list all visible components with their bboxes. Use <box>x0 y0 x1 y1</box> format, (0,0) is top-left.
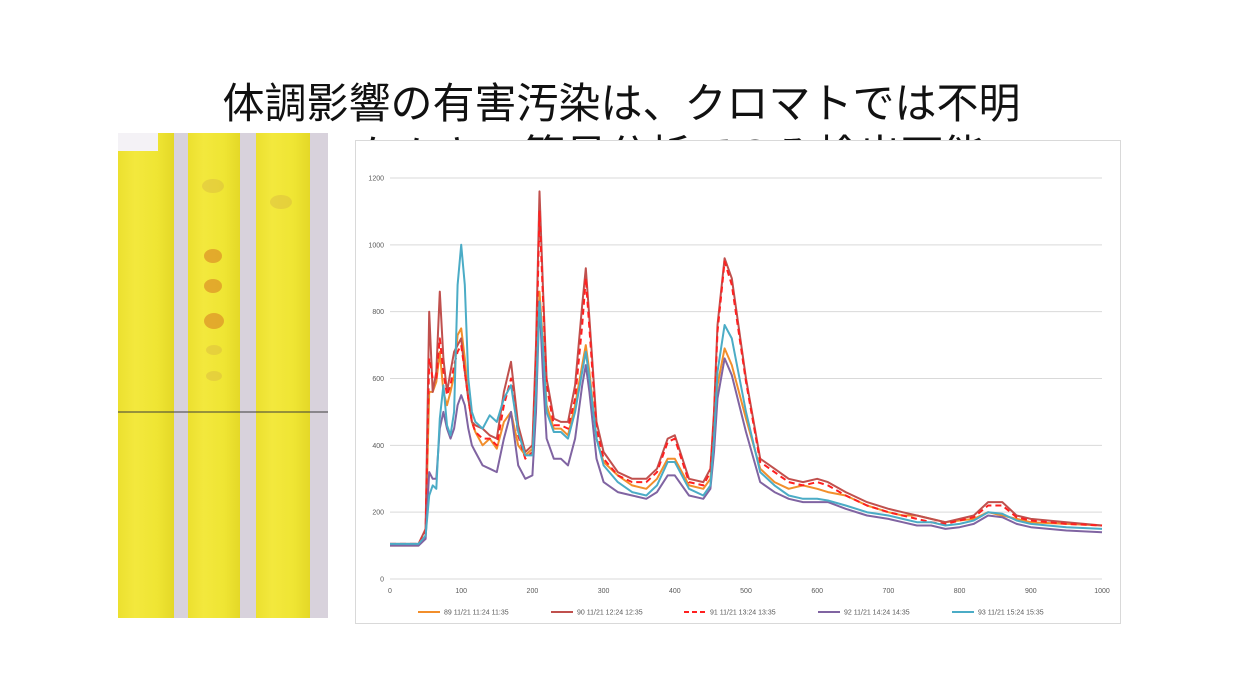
tlc-spot <box>204 313 224 329</box>
y-tick-label: 1000 <box>368 242 384 249</box>
tlc-plate-photo <box>118 133 328 618</box>
legend-label: 90 11/21 12:24 12:35 <box>577 610 643 617</box>
tlc-spot <box>206 371 222 381</box>
x-tick-label: 200 <box>527 588 539 595</box>
legend-label: 93 11/21 15:24 15:35 <box>978 610 1044 617</box>
y-tick-label: 600 <box>372 376 384 383</box>
x-tick-label: 300 <box>598 588 610 595</box>
chromatogram-chart: 0 200 400 600 800 1000 1200 0 100 200 300 400 500 600… <box>355 140 1121 624</box>
tlc-baseline <box>118 411 328 413</box>
legend-label: 89 11/21 11:24 11:35 <box>444 610 509 617</box>
y-tick-label: 400 <box>372 443 384 450</box>
x-tick-label: 600 <box>811 588 823 595</box>
series-line-5 <box>390 243 1103 545</box>
tlc-strip-3 <box>256 133 310 618</box>
slide-title-line1: 体調影響の有害汚染は、クロマトでは不明 <box>222 79 1021 128</box>
tlc-strip-2 <box>188 133 240 618</box>
x-tick-label: 500 <box>740 588 752 595</box>
legend-label: 92 11/21 14:24 14:35 <box>844 610 910 617</box>
series-line-2 <box>390 190 1103 545</box>
tlc-spot <box>206 345 222 355</box>
tlc-spot <box>270 195 292 209</box>
y-tick-label: 0 <box>380 577 384 584</box>
series-line-4 <box>390 300 1103 547</box>
tlc-strip-1 <box>118 133 174 618</box>
x-tick-label: 900 <box>1025 588 1037 595</box>
x-tick-label: 0 <box>388 588 392 595</box>
x-tick-label: 400 <box>669 588 681 595</box>
tlc-spot <box>204 249 222 263</box>
y-tick-label: 800 <box>372 309 384 316</box>
chart-svg: 0 200 400 600 800 1000 1200 0 100 200 300 400 500 600… <box>368 176 1110 617</box>
tlc-spot <box>202 179 224 193</box>
x-tick-label: 800 <box>954 588 966 595</box>
x-tick-label: 1000 <box>1094 588 1110 595</box>
x-tick-label: 700 <box>883 588 895 595</box>
legend-label: 91 11/21 13:24 13:35 <box>710 610 776 617</box>
tlc-label-corner <box>118 133 158 151</box>
x-tick-label: 100 <box>455 588 467 595</box>
y-tick-label: 200 <box>372 510 384 517</box>
tlc-spot <box>204 279 222 293</box>
y-tick-label: 1200 <box>368 176 384 183</box>
